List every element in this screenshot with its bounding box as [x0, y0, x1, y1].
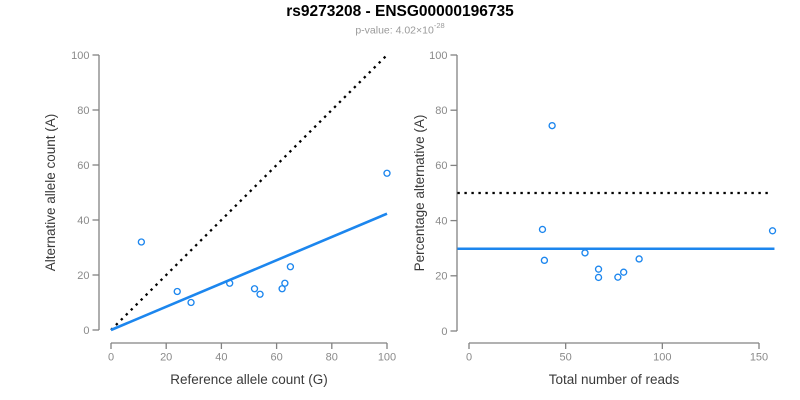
data-point: [250, 285, 259, 293]
data-point: [278, 285, 286, 293]
data-point: [768, 227, 777, 235]
x-tick-label: 20: [160, 352, 172, 364]
data-point: [187, 298, 195, 307]
data-point: [594, 273, 603, 282]
panel-right: 0 50 100 150 0 20 40 60 80 100 Total number of rea…: [412, 50, 777, 387]
x-tick-label: 100: [653, 352, 671, 364]
y-tick-label: 0: [441, 326, 447, 338]
figure-subtitle: p-value: 4.02×10-28: [0, 21, 800, 37]
data-point: [226, 279, 234, 287]
x-tick-label: 60: [270, 352, 282, 364]
y-tick-label: 60: [435, 160, 447, 172]
regression-line: [110, 212, 388, 332]
y-tick-label: 40: [435, 215, 447, 227]
x-tick-label: 0: [466, 352, 472, 364]
x-tick-label: 0: [108, 352, 114, 364]
x-tick-label: 150: [750, 352, 768, 364]
y-tick-label: 80: [77, 105, 89, 117]
x-tick-label: 50: [560, 352, 572, 364]
data-point: [619, 268, 628, 276]
data-point: [594, 265, 603, 273]
data-point: [540, 256, 549, 265]
data-point: [548, 121, 556, 130]
data-point: [538, 225, 547, 234]
data-point: [581, 249, 589, 257]
data-point: [635, 255, 643, 263]
pvalue-text: p-value: 4.02×10: [355, 24, 434, 37]
y-tick-label: 40: [77, 215, 89, 227]
data-point: [173, 287, 181, 296]
x-axis-title: Total number of reads: [549, 372, 680, 387]
y-tick-label: 100: [71, 50, 89, 62]
y-axis-title: Alternative allele count (A): [43, 114, 58, 272]
y-tick-label: 100: [429, 50, 447, 62]
figure-title: rs9273208 - ENSG00000196735: [286, 3, 514, 20]
data-point: [137, 238, 146, 246]
panel-left: 0 20 40 60 80 100 0 20 40 60 80 100 Reference allele…: [43, 50, 396, 387]
y-tick-label: 20: [77, 270, 89, 282]
x-tick-label: 80: [326, 352, 338, 364]
y-tick-label: 0: [83, 325, 89, 337]
data-point: [383, 169, 391, 177]
y-tick-label: 20: [435, 271, 447, 283]
data-point: [256, 290, 264, 298]
data-point: [281, 279, 289, 287]
y-axis-title: Percentage alternative (A): [412, 115, 427, 272]
x-tick-label: 40: [215, 352, 227, 364]
data-point: [286, 263, 295, 271]
data-point: [614, 273, 622, 281]
y-tick-label: 60: [77, 160, 89, 172]
x-axis-title: Reference allele count (G): [170, 372, 328, 387]
x-tick-label: 100: [378, 352, 396, 364]
pvalue-exponent: -28: [433, 21, 445, 30]
y-tick-label: 80: [435, 105, 447, 117]
identity-line: [110, 54, 388, 331]
